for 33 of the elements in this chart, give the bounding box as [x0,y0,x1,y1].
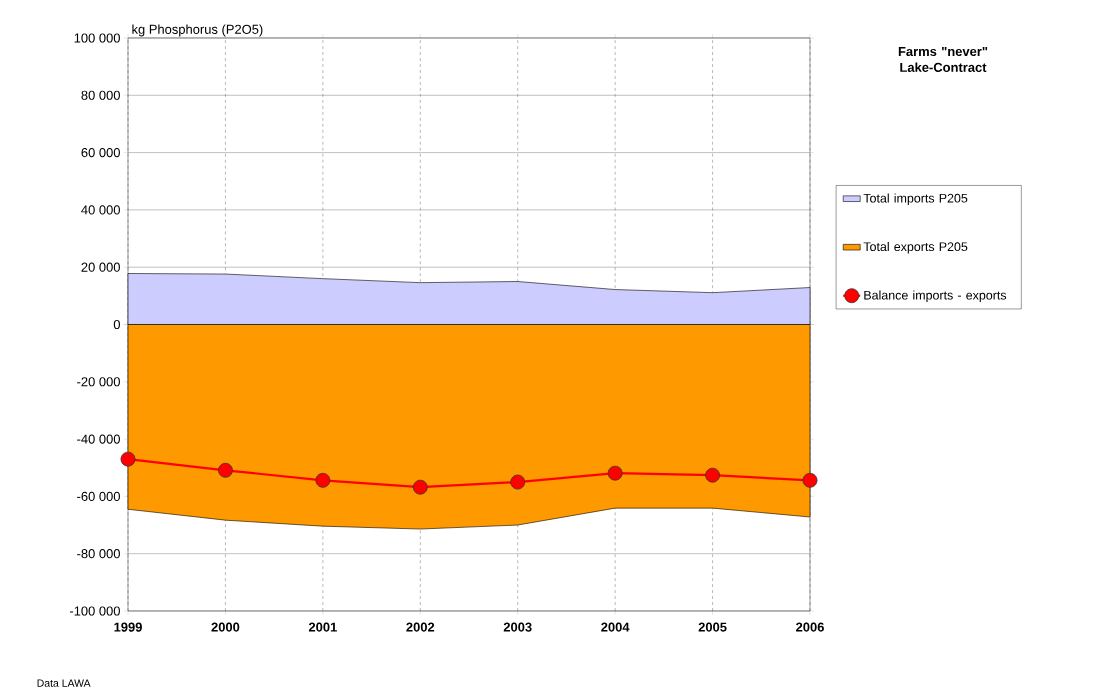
y-axis-title: kg Phosphorus (P2O5) [132,24,263,37]
y-tick-label: -20 000 [77,377,120,387]
point [510,474,526,490]
x-tick-label: 2005 [698,622,727,632]
y-tick-label: -60 000 [77,491,120,501]
legend-label: Total imports P205 [863,193,968,206]
point [120,451,136,467]
y-tick-label: -100 000 [69,606,120,616]
legend-label: Total exports P205 [863,241,968,254]
y-tick-label: -80 000 [77,549,120,559]
point [607,465,623,481]
y-tick-label: 100 000 [74,33,120,43]
y-tick-label: 60 000 [81,148,120,158]
y-tick-label: 20 000 [81,262,120,272]
text: Data LAWA [37,679,91,687]
point [802,472,818,488]
x-tick-label: 2006 [796,622,824,632]
y-tick-label: 80 000 [81,90,120,100]
x-tick-label: 2002 [406,622,435,632]
x-tick-label: 2000 [211,622,240,632]
legend-label: Balance imports - exports [864,290,1007,303]
point [412,479,428,495]
point [315,472,331,488]
point [705,467,720,483]
x-tick-label: 1999 [114,622,142,632]
y-tick-label: 0 [113,319,120,330]
x-tick-label: 2003 [503,622,532,632]
point [218,462,233,478]
x-tick-label: 2001 [308,622,337,632]
y-tick-label: 40 000 [81,205,120,215]
x-tick-label: 2004 [601,622,630,632]
text: Farms "never" Lake-Contract [898,46,988,72]
y-tick-label: -40 000 [77,434,120,444]
